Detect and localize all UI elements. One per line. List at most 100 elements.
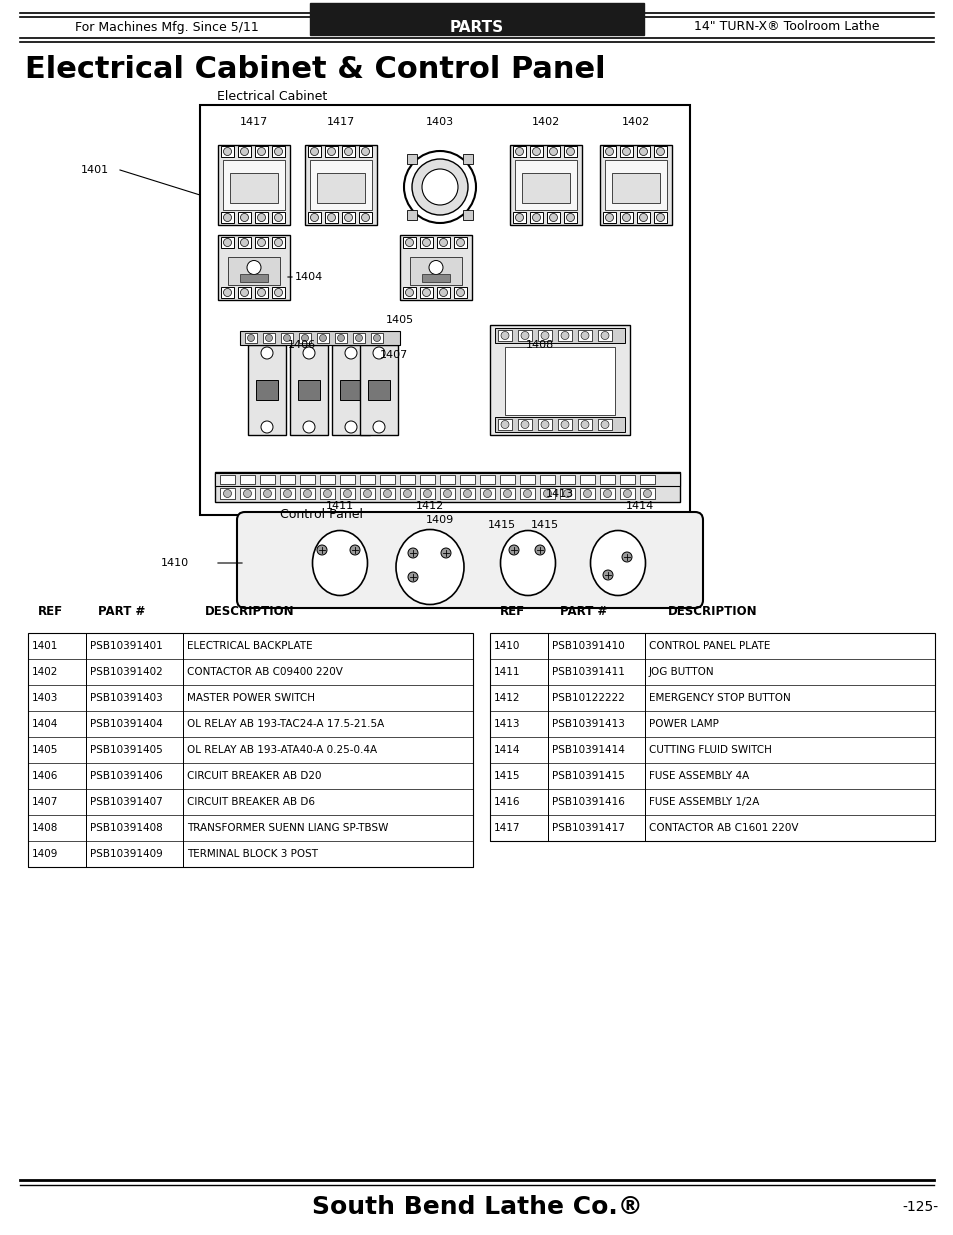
Text: PSB10391413: PSB10391413	[552, 719, 624, 729]
Bar	[521, 173, 569, 203]
Circle shape	[443, 489, 451, 498]
Text: 1411: 1411	[326, 501, 354, 511]
Bar	[319, 475, 335, 484]
Bar	[563, 146, 577, 157]
Bar	[237, 287, 251, 298]
Text: TRANSFORMER SUENN LIANG SP-TBSW: TRANSFORMER SUENN LIANG SP-TBSW	[187, 823, 388, 832]
Ellipse shape	[395, 530, 463, 604]
Circle shape	[408, 548, 417, 558]
Bar	[530, 146, 542, 157]
Circle shape	[223, 214, 232, 221]
Bar	[248, 345, 286, 435]
Circle shape	[240, 238, 248, 247]
Circle shape	[263, 489, 272, 498]
Circle shape	[560, 331, 568, 340]
Circle shape	[261, 347, 273, 359]
Circle shape	[563, 489, 571, 498]
Circle shape	[463, 489, 471, 498]
Bar	[598, 330, 612, 341]
Bar	[359, 488, 375, 499]
Circle shape	[247, 335, 254, 342]
Bar	[619, 146, 633, 157]
Bar	[240, 274, 268, 282]
Circle shape	[257, 214, 265, 221]
Text: PSB10391405: PSB10391405	[90, 745, 163, 755]
Circle shape	[535, 545, 544, 555]
Text: EMERGENCY STOP BUTTON: EMERGENCY STOP BUTTON	[648, 693, 790, 703]
Circle shape	[223, 489, 232, 498]
Text: PSB10391406: PSB10391406	[90, 771, 163, 781]
Circle shape	[257, 238, 265, 247]
Bar	[497, 330, 512, 341]
Bar	[639, 488, 655, 499]
Text: South Bend Lathe Co.®: South Bend Lathe Co.®	[312, 1195, 641, 1219]
Bar	[499, 488, 515, 499]
Circle shape	[602, 571, 613, 580]
Text: 1412: 1412	[494, 693, 520, 703]
Bar	[479, 488, 495, 499]
Circle shape	[257, 147, 265, 156]
Bar	[399, 235, 472, 300]
Circle shape	[303, 489, 312, 498]
Circle shape	[549, 214, 557, 221]
Text: FUSE ASSEMBLY 1/2A: FUSE ASSEMBLY 1/2A	[648, 797, 759, 806]
Bar	[517, 419, 532, 430]
Circle shape	[583, 489, 591, 498]
Bar	[230, 173, 277, 203]
Text: DESCRIPTION: DESCRIPTION	[667, 605, 757, 618]
Bar	[578, 330, 592, 341]
Circle shape	[520, 420, 529, 429]
Circle shape	[403, 489, 411, 498]
Bar	[325, 212, 337, 224]
Text: 1405: 1405	[386, 315, 414, 325]
Text: 1404: 1404	[32, 719, 58, 729]
Bar	[558, 419, 572, 430]
Bar	[578, 419, 592, 430]
Bar	[272, 212, 285, 224]
Bar	[402, 287, 416, 298]
Bar	[272, 237, 285, 248]
Circle shape	[274, 238, 282, 247]
Bar	[419, 287, 433, 298]
Text: Electrical Cabinet: Electrical Cabinet	[216, 90, 327, 104]
Bar	[490, 325, 629, 435]
Text: PARTS: PARTS	[450, 20, 503, 35]
Bar	[513, 146, 525, 157]
Text: CIRCUIT BREAKER AB D6: CIRCUIT BREAKER AB D6	[187, 797, 314, 806]
Bar	[436, 287, 450, 298]
Bar	[637, 146, 649, 157]
Bar	[325, 146, 337, 157]
Text: 1402: 1402	[621, 117, 649, 127]
Circle shape	[622, 214, 630, 221]
Circle shape	[373, 421, 385, 433]
Bar	[240, 488, 254, 499]
Circle shape	[621, 552, 631, 562]
Text: PSB10391401: PSB10391401	[90, 641, 163, 651]
Circle shape	[603, 489, 611, 498]
Bar	[419, 488, 435, 499]
Text: PSB10391410: PSB10391410	[552, 641, 624, 651]
Bar	[305, 144, 376, 225]
Bar	[612, 173, 659, 203]
Text: 1407: 1407	[32, 797, 58, 806]
Circle shape	[337, 335, 344, 342]
Text: 1403: 1403	[425, 117, 454, 127]
Bar	[254, 287, 268, 298]
Circle shape	[274, 289, 282, 296]
Bar	[497, 419, 512, 430]
Circle shape	[429, 261, 442, 274]
Bar	[280, 488, 294, 499]
Circle shape	[500, 331, 509, 340]
Circle shape	[405, 289, 413, 296]
Text: JOG BUTTON: JOG BUTTON	[648, 667, 714, 677]
Text: 1408: 1408	[525, 340, 554, 350]
Circle shape	[247, 261, 261, 274]
Bar	[558, 330, 572, 341]
Bar	[368, 380, 390, 400]
Circle shape	[319, 335, 326, 342]
Circle shape	[600, 331, 608, 340]
Text: POWER LAMP: POWER LAMP	[648, 719, 719, 729]
Circle shape	[303, 347, 314, 359]
Text: 1411: 1411	[494, 667, 520, 677]
Bar	[579, 475, 595, 484]
